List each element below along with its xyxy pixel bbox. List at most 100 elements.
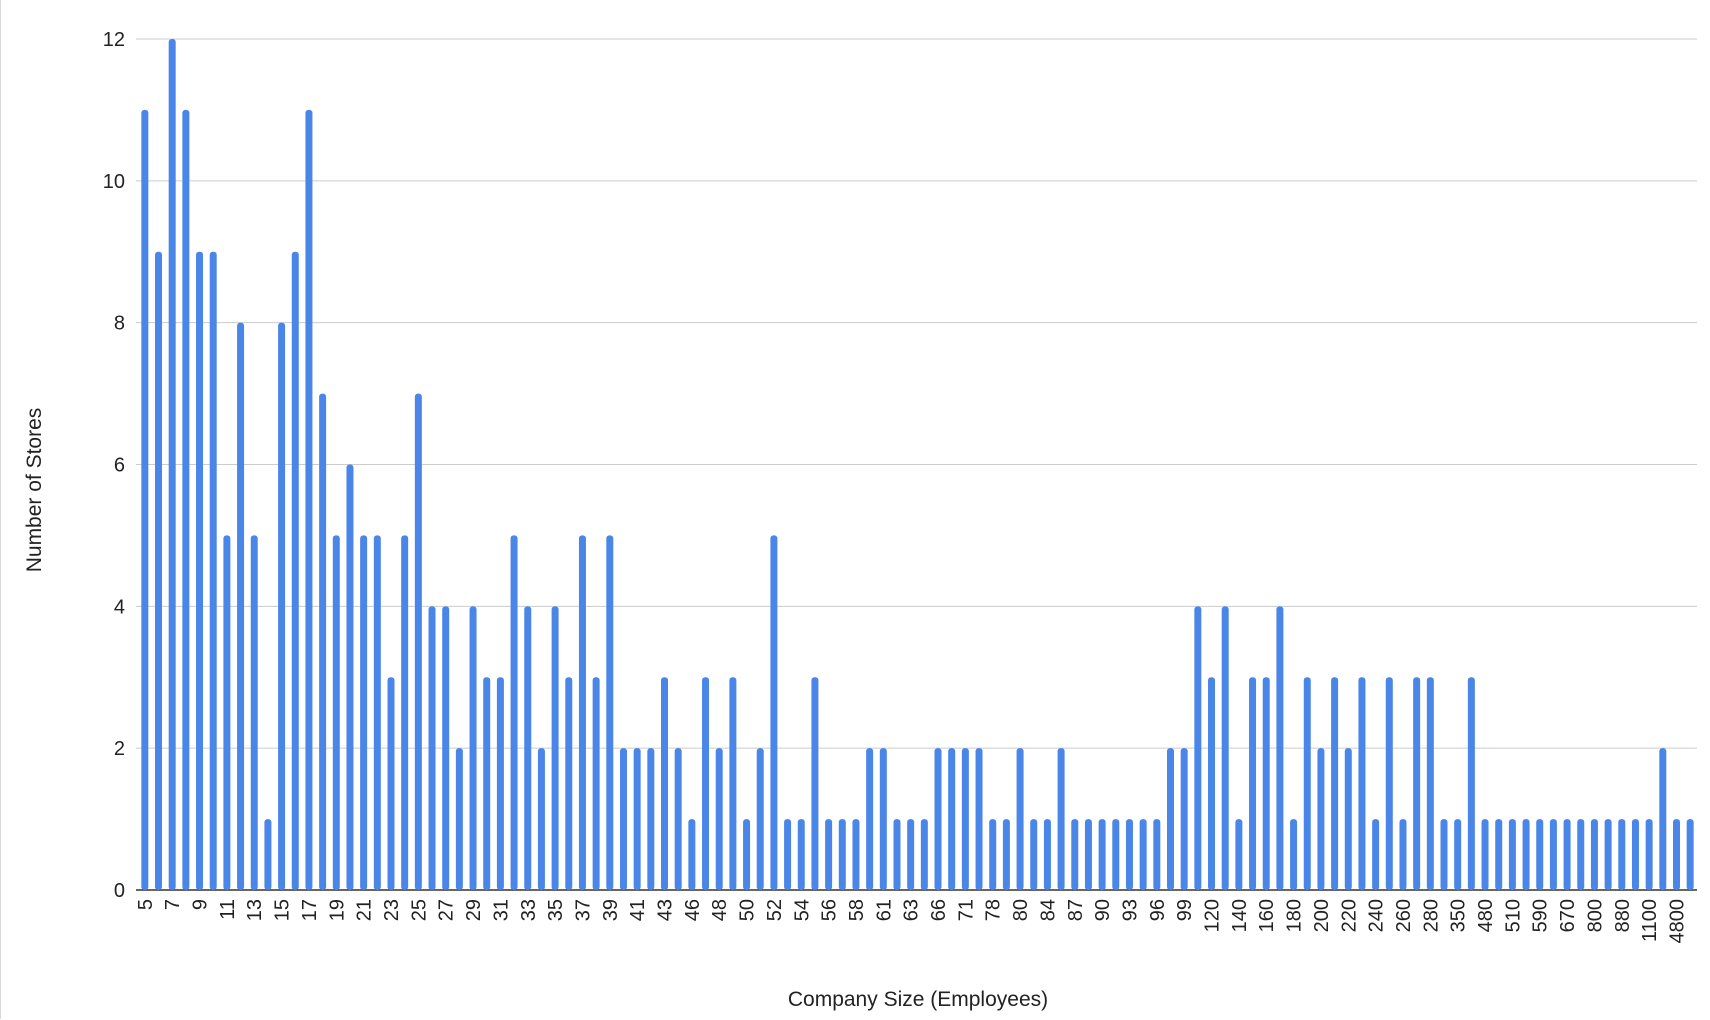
bar [278,322,286,890]
bar [1536,819,1544,890]
bar [619,748,627,890]
bar [264,819,272,890]
x-tick-label: 260 [1393,899,1415,932]
bar [1495,819,1503,890]
bar [1125,819,1133,890]
bar [961,748,969,890]
bar [1016,748,1024,890]
x-tick-label: 120 [1202,899,1224,932]
bar [975,748,983,890]
bar [1208,677,1216,890]
bar [496,677,504,890]
x-tick-label: 1100 [1639,899,1661,942]
bar [920,819,928,890]
x-tick-label: 19 [326,899,348,921]
x-tick-label: 33 [518,899,540,921]
bar [1112,819,1120,890]
bar [852,819,860,890]
x-tick-label: 96 [1147,899,1169,921]
bar [237,322,245,890]
x-tick-label: 590 [1530,899,1552,932]
x-tick-label: 9 [190,899,212,910]
bar [1043,819,1051,890]
bar [250,535,258,890]
bar [1604,819,1612,890]
y-axis-title: Number of Stores [23,408,46,573]
bar [1618,819,1626,890]
bar [661,677,668,890]
bar [524,606,532,890]
x-tick-label: 5 [135,899,157,910]
x-tick-label: 15 [272,899,294,921]
x-tick-label: 29 [463,899,485,921]
x-tick-label: 80 [1010,899,1032,921]
bar [811,677,819,890]
bar [565,677,573,890]
y-tick-label: 6 [114,455,125,477]
bar [578,535,586,890]
x-tick-label: 46 [682,899,704,921]
x-tick-label: 13 [244,899,266,921]
y-tick-label: 12 [103,29,125,51]
x-tick-label: 66 [928,899,950,921]
bar [1372,819,1380,890]
x-tick-label: 48 [709,899,731,921]
bar [428,606,436,890]
bar [1317,748,1325,890]
bar [1440,819,1448,890]
x-axis-title: Company Size (Employees) [788,988,1048,1011]
bar [1098,819,1106,890]
bar [1659,748,1667,890]
x-tick-label: 21 [354,899,376,921]
bar [1563,819,1571,890]
x-tick-label: 35 [545,899,567,921]
bar [784,819,792,890]
x-tick-label: 180 [1284,899,1306,932]
x-tick-label: 280 [1420,899,1442,932]
bar [168,39,176,890]
x-axis-ticks: 5 7 9 11 13 15 17 19 21 23 25 27 29 31 33 35 37 39 41 43 46 4… [135,899,1689,944]
bar [1030,819,1038,890]
bar [1344,748,1352,890]
bar [989,819,997,890]
bar [825,819,833,890]
bar [414,393,422,890]
bar [729,677,737,890]
x-tick-label: 39 [600,899,622,921]
bar [360,535,368,890]
x-tick-label: 61 [873,899,895,921]
x-tick-label: 90 [1092,899,1114,921]
x-tick-label: 23 [381,899,403,921]
x-tick-label: 31 [490,899,512,921]
y-tick-label: 0 [114,880,125,902]
y-tick-label: 4 [114,596,125,618]
x-tick-label: 87 [1065,899,1087,921]
x-tick-label: 11 [217,899,239,920]
bar [1481,819,1489,890]
bar [1153,819,1161,890]
x-tick-label: 240 [1366,899,1388,932]
x-tick-label: 50 [737,899,759,921]
bar [196,251,204,890]
bar [551,606,559,890]
bar [1276,606,1284,890]
bar [1522,819,1530,890]
x-tick-label: 200 [1311,899,1333,932]
x-tick-label: 17 [299,899,321,921]
x-tick-label: 27 [436,899,458,921]
bar [1262,677,1270,890]
bar [1303,677,1311,890]
bar [1358,677,1366,890]
bar [797,819,805,890]
x-tick-label: 43 [655,899,677,921]
y-tick-label: 10 [103,171,125,193]
bar [1167,748,1174,890]
x-tick-label: 220 [1338,899,1360,932]
bar [1426,677,1434,890]
bar [647,748,655,890]
bar [209,251,217,890]
bar [592,677,600,890]
gridlines [136,38,1697,891]
bar [879,748,887,890]
bar [606,535,614,890]
